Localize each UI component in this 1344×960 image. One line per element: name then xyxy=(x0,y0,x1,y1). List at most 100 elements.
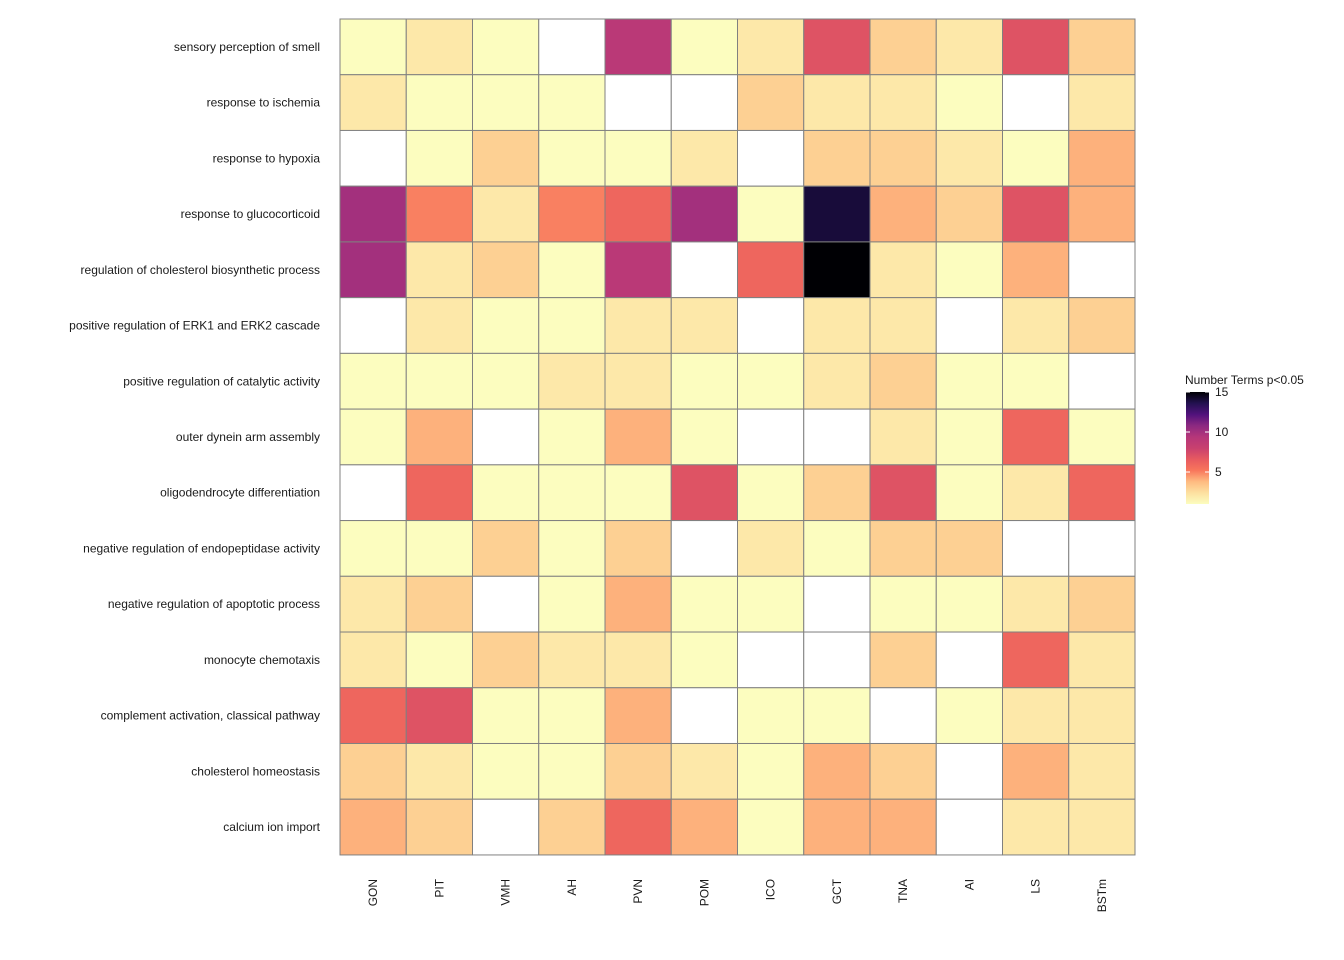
heatmap-cell xyxy=(538,631,606,689)
heatmap-cell xyxy=(604,631,672,689)
heatmap-cell xyxy=(604,575,672,633)
heatmap-cells xyxy=(339,18,1136,856)
heatmap-cell xyxy=(935,74,1003,131)
heatmap-cell xyxy=(803,185,871,243)
heatmap-cell xyxy=(935,798,1003,856)
heatmap-cell xyxy=(869,185,937,243)
y-axis-labels: sensory perception of smell response to i… xyxy=(69,40,320,834)
heatmap-cell xyxy=(1002,520,1070,577)
heatmap-cell xyxy=(472,18,540,76)
heatmap-cell xyxy=(869,18,937,76)
heatmap-cell xyxy=(472,742,540,800)
x-tick-label: PIT xyxy=(432,878,446,897)
heatmap-cell xyxy=(1002,18,1070,76)
heatmap-cell xyxy=(737,129,805,187)
heatmap-cell xyxy=(472,631,540,689)
y-tick-label: complement activation, classical pathway xyxy=(101,709,320,723)
heatmap-cell xyxy=(405,798,473,856)
x-tick-label: AH xyxy=(565,879,579,896)
x-tick-label: PVN xyxy=(631,879,645,904)
heatmap-cell xyxy=(869,798,937,856)
heatmap-cell xyxy=(803,742,871,800)
heatmap-cell xyxy=(935,352,1003,410)
legend-tick-label: 5 xyxy=(1215,465,1222,479)
y-tick-label: negative regulation of endopeptidase act… xyxy=(83,541,320,555)
heatmap-cell xyxy=(670,408,738,466)
x-tick-label: LS xyxy=(1029,879,1043,894)
heatmap-cell xyxy=(670,520,738,577)
heatmap-cell xyxy=(670,687,738,744)
heatmap-cell xyxy=(339,18,407,76)
heatmap-cell xyxy=(604,687,672,744)
heatmap-cell xyxy=(670,352,738,410)
heatmap-cell xyxy=(604,520,672,577)
y-tick-label: response to glucocorticoid xyxy=(181,207,320,221)
heatmap-cell xyxy=(538,129,606,187)
heatmap-cell xyxy=(935,687,1003,744)
heatmap-cell xyxy=(604,129,672,187)
heatmap-cell xyxy=(472,520,540,577)
heatmap-cell xyxy=(935,297,1003,354)
heatmap-cell xyxy=(869,241,937,299)
heatmap-cell xyxy=(935,129,1003,187)
y-tick-label: response to hypoxia xyxy=(213,151,321,165)
heatmap-cell xyxy=(405,241,473,299)
heatmap-cell xyxy=(670,18,738,76)
heatmap-cell xyxy=(538,352,606,410)
heatmap-cell xyxy=(339,297,407,354)
heatmap-cell xyxy=(1068,687,1136,744)
heatmap-cell xyxy=(405,742,473,800)
heatmap-cell xyxy=(405,575,473,633)
heatmap-cell xyxy=(1068,18,1136,76)
heatmap-cell xyxy=(1068,798,1136,856)
heatmap-cell xyxy=(737,575,805,633)
heatmap-cell xyxy=(604,185,672,243)
heatmap-cell xyxy=(737,74,805,131)
legend-colorbar xyxy=(1186,392,1209,504)
y-tick-label: outer dynein arm assembly xyxy=(176,430,320,444)
legend-tick-label: 15 xyxy=(1215,385,1229,399)
x-tick-label: BSTm xyxy=(1095,879,1109,912)
heatmap-cell xyxy=(935,742,1003,800)
heatmap-cell xyxy=(670,74,738,131)
x-tick-label: GON xyxy=(366,879,380,906)
heatmap-cell xyxy=(737,297,805,354)
heatmap-cell xyxy=(935,631,1003,689)
heatmap-cell xyxy=(472,798,540,856)
heatmap-cell xyxy=(538,520,606,577)
heatmap-cell xyxy=(538,185,606,243)
heatmap-cell xyxy=(604,798,672,856)
heatmap-cell xyxy=(1068,297,1136,354)
y-tick-label: monocyte chemotaxis xyxy=(204,653,320,667)
heatmap-cell xyxy=(935,185,1003,243)
heatmap-cell xyxy=(869,520,937,577)
heatmap-cell xyxy=(1002,129,1070,187)
heatmap-cell xyxy=(737,687,805,744)
heatmap-cell xyxy=(869,464,937,522)
heatmap-cell xyxy=(472,408,540,466)
heatmap-cell xyxy=(538,742,606,800)
x-tick-label: VMH xyxy=(499,879,513,906)
heatmap-cell xyxy=(803,352,871,410)
heatmap-cell xyxy=(869,297,937,354)
heatmap-cell xyxy=(472,687,540,744)
heatmap-cell xyxy=(670,575,738,633)
heatmap-cell xyxy=(670,742,738,800)
heatmap-cell xyxy=(737,742,805,800)
heatmap-cell xyxy=(935,241,1003,299)
heatmap-cell xyxy=(604,241,672,299)
x-tick-label: POM xyxy=(697,879,711,906)
heatmap-cell xyxy=(803,575,871,633)
heatmap-cell xyxy=(803,520,871,577)
heatmap-cell xyxy=(803,687,871,744)
heatmap-cell xyxy=(339,352,407,410)
heatmap-cell xyxy=(803,18,871,76)
heatmap-cell xyxy=(670,241,738,299)
heatmap-cell xyxy=(405,520,473,577)
heatmap-cell xyxy=(803,297,871,354)
x-tick-label: TNA xyxy=(896,879,910,903)
heatmap-cell xyxy=(405,352,473,410)
heatmap-cell xyxy=(339,631,407,689)
heatmap-cell xyxy=(935,464,1003,522)
heatmap-cell xyxy=(472,74,540,131)
